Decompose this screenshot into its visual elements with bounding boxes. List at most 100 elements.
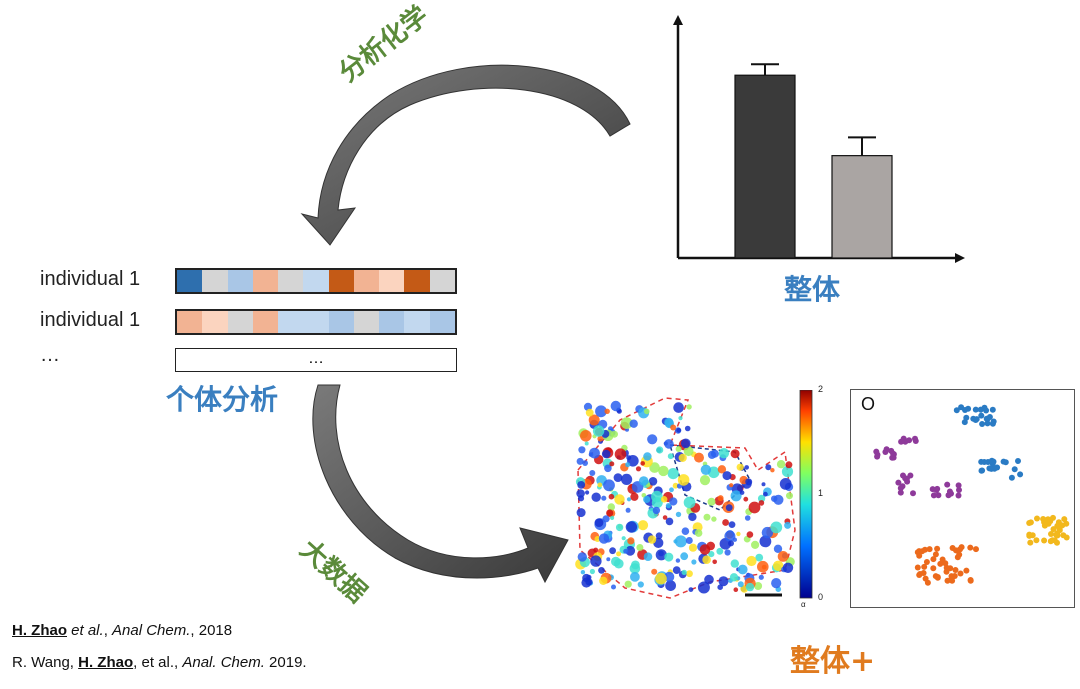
scatter-point xyxy=(955,492,962,499)
heatmap-blob xyxy=(669,497,678,506)
heatmap-blob xyxy=(688,512,697,522)
scatter-point xyxy=(943,564,950,571)
heatmap-blob xyxy=(662,515,668,520)
strip-cell xyxy=(328,311,354,333)
scatter-point xyxy=(1034,515,1040,522)
heatmap-blob xyxy=(590,555,602,567)
heatmap-blob xyxy=(577,495,585,502)
scatter-point xyxy=(930,565,937,572)
scatter-point xyxy=(949,577,956,584)
heatmap-blob xyxy=(636,544,644,551)
heatmap-blob xyxy=(730,559,739,568)
colorbar-tick-1: 1 xyxy=(818,488,824,498)
heatmap-blob xyxy=(761,526,774,539)
error-bar xyxy=(848,136,876,156)
strip-cell xyxy=(252,270,279,292)
scatter-point xyxy=(963,567,970,574)
heatmap-blob xyxy=(722,519,729,526)
heatmap-blob xyxy=(708,551,715,558)
heatmap-blob xyxy=(584,441,589,446)
scatter-point xyxy=(904,478,911,485)
heatmap-blob xyxy=(725,504,733,512)
scatter-point xyxy=(962,407,968,413)
heatmap-blob xyxy=(637,520,649,531)
heatmap-blob xyxy=(683,496,696,509)
strip-cell xyxy=(404,311,430,333)
heatmap-blob xyxy=(643,452,652,461)
heatmap-blob xyxy=(746,531,754,538)
scatter-point xyxy=(984,415,991,422)
scatter-point xyxy=(939,556,946,563)
heatmap-blob xyxy=(704,574,714,585)
colorbar xyxy=(799,390,813,599)
heatmap-blob xyxy=(644,408,650,415)
heatmap-blob xyxy=(779,478,792,490)
heatmap-blob xyxy=(643,495,651,503)
heatmap-blob xyxy=(660,496,668,503)
heatmap-blob xyxy=(729,573,739,582)
heatmap-blob xyxy=(620,417,633,429)
heatmap-blob xyxy=(688,587,694,592)
heatmap-blob xyxy=(681,569,687,576)
colorbar-tick-2: 2 xyxy=(818,384,824,394)
row-label: individual 1 xyxy=(40,309,141,331)
heatmap-blob xyxy=(763,491,768,497)
scatter-point xyxy=(963,414,970,421)
heatmap-blob xyxy=(736,463,744,471)
heatmap-blob xyxy=(697,581,710,594)
scatter-point xyxy=(1041,537,1048,544)
heatmap-blob xyxy=(577,481,586,489)
heatmap-blob xyxy=(746,555,757,567)
heatmap-blob xyxy=(685,537,693,544)
citation-1: H. Zhao et al., Anal Chem., 2018 xyxy=(12,622,233,639)
heatmap-blob xyxy=(664,552,674,562)
heatmap-blob xyxy=(629,419,638,428)
scatter-point xyxy=(888,447,895,454)
heatmap-blob xyxy=(672,566,681,574)
heatmap-blob xyxy=(601,495,607,501)
scatter-point xyxy=(979,421,986,427)
scatter-point xyxy=(1050,526,1057,533)
heatmap-blob xyxy=(691,559,697,565)
scatter-point xyxy=(1008,474,1015,481)
heatmap-blob xyxy=(631,560,640,570)
heatmap-blob xyxy=(597,435,604,442)
heatmap-blob xyxy=(771,578,782,589)
scatter-point xyxy=(1027,539,1034,546)
heatmap-blob xyxy=(707,497,716,506)
colorbar-unit: α xyxy=(801,600,806,609)
heatmap-blob xyxy=(603,479,615,492)
scatter-point xyxy=(946,488,953,495)
scatter-point xyxy=(1041,519,1048,526)
heatmap-blob xyxy=(655,549,667,561)
scatter-point xyxy=(914,564,921,571)
heatmap-blob xyxy=(757,494,766,503)
heatmap-blob xyxy=(722,471,732,481)
strip-cell xyxy=(202,270,228,292)
heatmap-blob xyxy=(604,464,612,473)
heatmap-blob xyxy=(728,540,734,547)
citation-journal: Anal. Chem. xyxy=(182,654,265,671)
scatter-point xyxy=(954,554,961,561)
scatter-point xyxy=(934,485,941,492)
heatmap-blob xyxy=(678,453,687,462)
heatmap-blob xyxy=(606,557,611,562)
scatter-point xyxy=(972,417,979,423)
heatmap-blob xyxy=(655,572,667,585)
scatter-point xyxy=(955,482,962,489)
heatmap-blob xyxy=(589,447,600,459)
scatter-point xyxy=(897,485,904,492)
heatmap-blob xyxy=(610,515,615,520)
scatter-point xyxy=(1047,518,1054,525)
scatter-point xyxy=(1011,466,1018,473)
arrow-big-data xyxy=(312,384,569,584)
scatter-point xyxy=(897,489,904,496)
heatmap-blob xyxy=(737,564,748,575)
heatmap-blob xyxy=(637,581,644,588)
strip-cell xyxy=(278,311,304,333)
row-label-ellipsis: … xyxy=(40,344,60,366)
heatmap-blob xyxy=(669,487,674,493)
whole-bar-chart xyxy=(673,15,965,263)
heatmap-blob xyxy=(730,449,740,459)
